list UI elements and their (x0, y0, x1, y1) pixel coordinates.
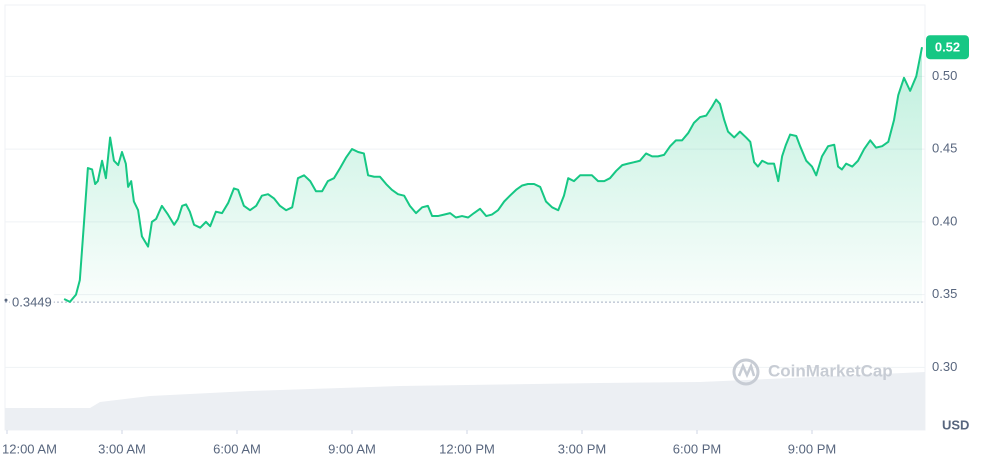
x-tick-label: 9:00 AM (328, 441, 376, 456)
x-tick-label: 3:00 AM (98, 441, 146, 456)
reference-dot (4, 298, 8, 302)
reference-label-bg (10, 293, 54, 311)
x-tick-label: 12:00 PM (439, 441, 495, 456)
x-tick-label: 6:00 PM (673, 441, 721, 456)
watermark-logo-m (737, 362, 756, 379)
y-tick-label: 0.40 (932, 213, 957, 228)
x-tick-label: 6:00 AM (213, 441, 261, 456)
y-tick-label: 0.50 (932, 68, 957, 83)
x-tick-label: 3:00 PM (558, 441, 606, 456)
x-tick-label: 12:00 AM (2, 441, 57, 456)
price-area (64, 47, 923, 303)
watermark: CoinMarketCap (732, 358, 893, 386)
current-price-tag (926, 35, 969, 60)
y-tick-label: 0.30 (932, 359, 957, 374)
y-tick-label: 0.35 (932, 286, 957, 301)
y-axis-label: USD (942, 417, 969, 432)
watermark-text: CoinMarketCap (768, 361, 893, 380)
watermark-logo (732, 358, 760, 386)
current-price-label: 0.52 (935, 40, 960, 55)
price-line (63, 47, 924, 303)
reference-label: 0.3449 (12, 295, 52, 310)
x-tick-label: 9:00 PM (788, 441, 836, 456)
volume-area (5, 372, 925, 430)
y-tick-label: 0.45 (932, 141, 957, 156)
marks (5, 47, 925, 434)
